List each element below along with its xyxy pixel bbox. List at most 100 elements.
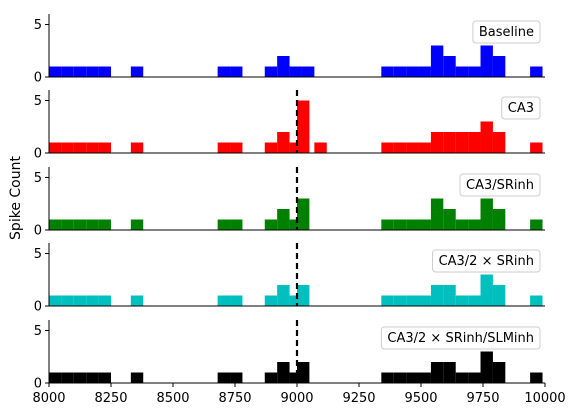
- histogram-bar: [443, 56, 456, 77]
- histogram-bar: [492, 132, 506, 153]
- histogram-bar: [455, 132, 469, 153]
- histogram-bar: [98, 372, 111, 383]
- histogram-bar: [49, 142, 62, 153]
- histogram-bar: [406, 66, 419, 77]
- panel-4: 0 5 CA3/2 × SRinh/SLMinh: [34, 320, 545, 392]
- y-axis-label: Spike Count: [8, 156, 24, 240]
- x-axis: 8000 8250 8500 8750 9000 9250 9500 9750 10000: [32, 383, 566, 406]
- histogram-bar: [406, 295, 419, 306]
- histogram-bar: [455, 66, 469, 77]
- legend-label: CA3/SRinh: [466, 178, 534, 193]
- histogram-bar: [230, 372, 243, 383]
- histogram-bar: [381, 295, 394, 306]
- y-tick-label: 0: [34, 147, 42, 162]
- panels-group: 0 5 Baseline 0 5 CA3 0 5 CA3/SRinh 0 5 CA3/2 × SRin…: [34, 14, 545, 392]
- histogram-bar: [130, 372, 144, 383]
- histogram-bar: [86, 142, 99, 153]
- x-tick-label: 8500: [156, 391, 189, 406]
- histogram-bar: [468, 66, 481, 77]
- histogram-bar: [480, 198, 493, 230]
- y-tick-label: 0: [34, 377, 42, 392]
- histogram-bar: [49, 66, 62, 77]
- x-tick-label: 8750: [218, 391, 251, 406]
- histogram-bar: [468, 295, 481, 306]
- panel-3: 0 5 CA3/2 × SRinh: [34, 243, 545, 315]
- histogram-bar: [98, 142, 111, 153]
- histogram-bar: [73, 295, 87, 306]
- histogram-bar: [98, 219, 111, 230]
- histogram-bar: [98, 295, 111, 306]
- legend-label: CA3/2 × SRinh/SLMinh: [387, 331, 534, 346]
- histogram-bar: [492, 285, 506, 306]
- histogram-bar: [480, 121, 493, 153]
- histogram-bar: [393, 142, 407, 153]
- histogram-bar: [381, 142, 394, 153]
- histogram-bar: [530, 295, 543, 306]
- histogram-bar: [264, 295, 278, 306]
- histogram-bar: [393, 295, 407, 306]
- y-tick-label: 0: [34, 300, 42, 315]
- x-tick-label: 8250: [94, 391, 127, 406]
- histogram-bar: [492, 209, 506, 230]
- panel-0: 0 5 Baseline: [34, 14, 545, 86]
- histogram-bar: [530, 142, 543, 153]
- histogram-bar: [86, 219, 99, 230]
- histogram-bar: [130, 142, 144, 153]
- histogram-bar: [480, 351, 493, 383]
- y-tick-label: 0: [34, 224, 42, 239]
- histogram-bar: [455, 219, 469, 230]
- histogram-bar: [130, 219, 144, 230]
- histogram-bar: [49, 295, 62, 306]
- histogram-bar: [381, 219, 394, 230]
- histogram-bar: [418, 219, 431, 230]
- histogram-bar: [289, 142, 302, 153]
- histogram-bar: [430, 362, 444, 383]
- histogram-bar: [381, 66, 394, 77]
- histogram-bar: [418, 295, 431, 306]
- histogram-bar: [289, 372, 302, 383]
- histogram-bar: [468, 372, 481, 383]
- histogram-bar: [418, 372, 431, 383]
- legend-box: [380, 326, 541, 350]
- histogram-bar: [455, 295, 469, 306]
- histogram-bar: [264, 142, 278, 153]
- histogram-bar: [73, 142, 87, 153]
- histogram-bar: [264, 219, 278, 230]
- histogram-bar: [393, 66, 407, 77]
- x-tick-label: 10000: [524, 391, 565, 406]
- histogram-bar: [73, 372, 87, 383]
- histogram-bar: [393, 372, 407, 383]
- histogram-bar: [277, 362, 290, 383]
- histogram-bar: [217, 372, 231, 383]
- histogram-bar: [430, 45, 444, 77]
- histogram-bar: [480, 45, 493, 77]
- legend-box: [472, 20, 541, 44]
- histogram-bar: [277, 56, 290, 77]
- histogram-bar: [443, 362, 456, 383]
- histogram-bar: [314, 142, 327, 153]
- histogram-bar: [530, 372, 543, 383]
- histogram-bar: [443, 132, 456, 153]
- histogram-bar: [492, 56, 506, 77]
- histogram-bar: [406, 142, 419, 153]
- histogram-bar: [86, 372, 99, 383]
- histogram-bar: [530, 219, 543, 230]
- histogram-bar: [217, 142, 231, 153]
- legend-label: CA3: [508, 101, 534, 116]
- histogram-bar: [277, 209, 290, 230]
- panel-1: 0 5 CA3: [34, 90, 545, 162]
- histogram-bar: [297, 362, 310, 383]
- histogram-bar: [406, 219, 419, 230]
- histogram-bar: [73, 66, 87, 77]
- histogram-bar: [49, 219, 62, 230]
- legend-label: Baseline: [479, 25, 534, 40]
- y-tick-label: 0: [34, 71, 42, 86]
- histogram-bar: [443, 285, 456, 306]
- histogram-bar: [264, 66, 278, 77]
- panel-2: 0 5 CA3/SRinh: [34, 167, 545, 239]
- histogram-bar: [130, 295, 144, 306]
- histogram-bar: [230, 66, 243, 77]
- histogram-bar: [86, 66, 99, 77]
- histogram-bar: [277, 285, 290, 306]
